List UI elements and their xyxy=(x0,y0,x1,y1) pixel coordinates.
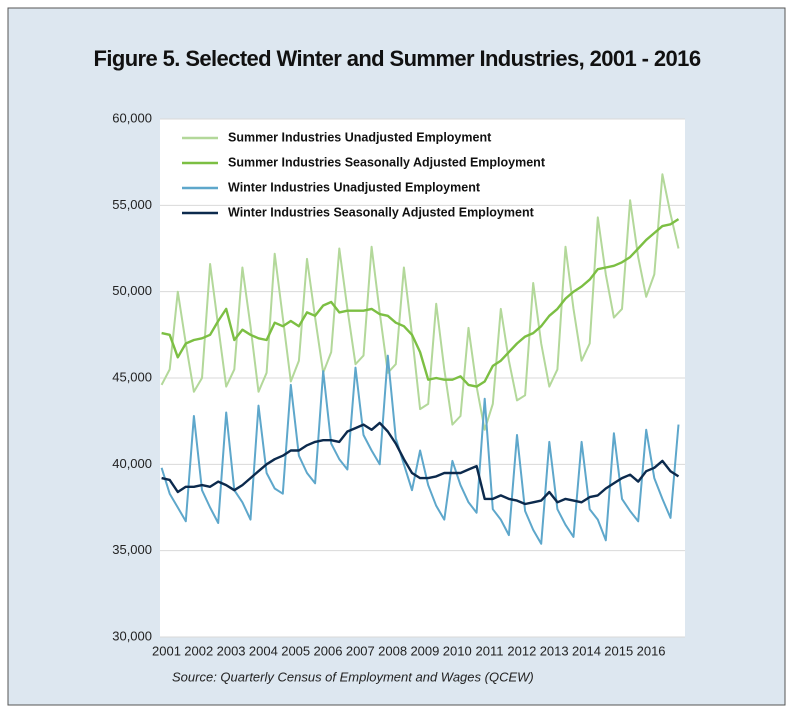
x-tick-label: 2016 xyxy=(637,643,666,658)
series-line xyxy=(161,421,680,506)
x-tick-label: 2003 xyxy=(217,643,246,658)
y-tick-label: 45,000 xyxy=(112,369,152,384)
legend-label: Summer Industries Seasonally Adjusted Em… xyxy=(228,155,546,169)
chart-title: Figure 5. Selected Winter and Summer Ind… xyxy=(94,46,701,71)
y-tick-label: 40,000 xyxy=(112,456,152,471)
x-tick-label: 2010 xyxy=(443,643,472,658)
y-tick-label: 60,000 xyxy=(112,110,152,125)
source-note: Source: Quarterly Census of Employment a… xyxy=(172,669,534,684)
legend-label: Winter Industries Seasonally Adjusted Em… xyxy=(228,205,535,219)
x-tick-label: 2001 xyxy=(152,643,181,658)
y-tick-label: 50,000 xyxy=(112,283,152,298)
x-tick-label: 2013 xyxy=(540,643,569,658)
x-tick-label: 2007 xyxy=(346,643,375,658)
x-tick-label: 2006 xyxy=(314,643,343,658)
x-tick-label: 2004 xyxy=(249,643,278,658)
legend-label: Winter Industries Unadjusted Employment xyxy=(228,180,481,194)
x-tick-label: 2012 xyxy=(507,643,536,658)
legend-label: Summer Industries Unadjusted Employment xyxy=(228,130,492,144)
y-tick-label: 35,000 xyxy=(112,542,152,557)
x-tick-label: 2011 xyxy=(476,643,504,658)
x-tick-label: 2009 xyxy=(410,643,439,658)
x-tick-label: 2015 xyxy=(604,643,633,658)
x-tick-label: 2005 xyxy=(281,643,310,658)
y-tick-label: 55,000 xyxy=(112,197,152,212)
x-tick-label: 2014 xyxy=(572,643,601,658)
x-tick-label: 2008 xyxy=(378,643,407,658)
series-line xyxy=(160,354,680,545)
series-line xyxy=(160,173,680,431)
y-tick-label: 30,000 xyxy=(112,628,152,643)
x-tick-label: 2002 xyxy=(184,643,213,658)
series-line xyxy=(161,218,680,388)
